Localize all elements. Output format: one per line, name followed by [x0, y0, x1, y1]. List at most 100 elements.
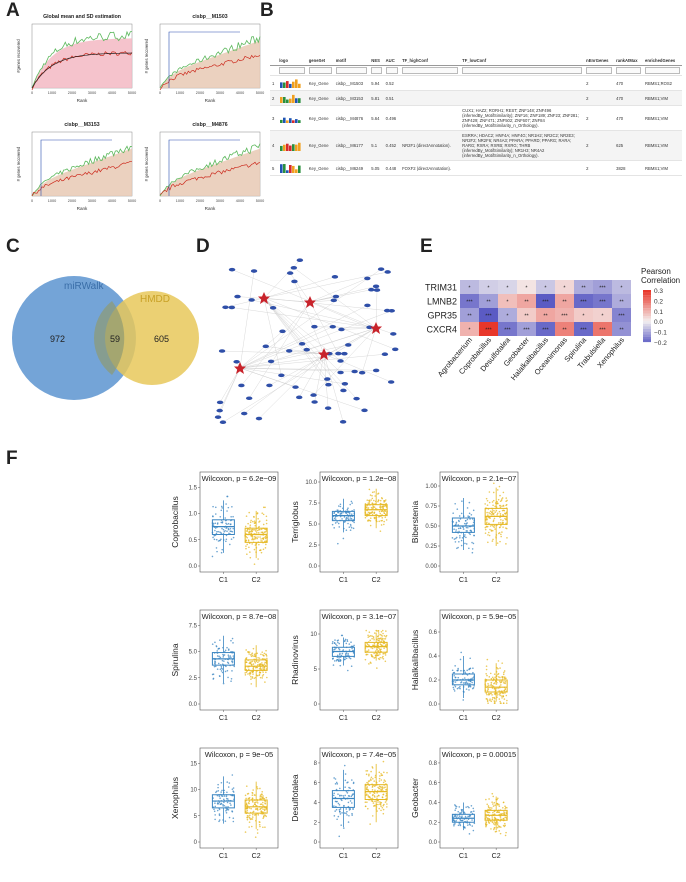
data-point: [365, 654, 368, 656]
data-point: [258, 660, 260, 662]
data-point: [380, 801, 383, 804]
data-point: [370, 506, 373, 509]
data-point: [487, 805, 490, 807]
col-motif[interactable]: motif: [333, 56, 370, 66]
filter-input-nes[interactable]: [371, 67, 382, 74]
data-point: [219, 797, 221, 800]
data-point: [380, 630, 383, 633]
data-point: [497, 498, 500, 501]
data-point: [254, 836, 257, 838]
data-point: [486, 518, 489, 521]
data-point: [347, 801, 350, 804]
plot-frame: [319, 609, 399, 711]
network-node-gene: [292, 385, 299, 389]
y-tick-label: 15: [190, 761, 197, 767]
table-row[interactable]: 2 Key_Gene cisbp__M3153 5.81 0.51 2 470 …: [270, 90, 682, 106]
wilcoxon-label: Wilcoxon, p = 8.7e−08: [202, 612, 277, 621]
col-logo[interactable]: logo: [277, 56, 307, 66]
table-row[interactable]: 4 Key_Gene cisbp__M6177 5.1 0.452 NR2F1 …: [270, 130, 682, 161]
data-point: [371, 497, 374, 500]
y-tick-label: 5: [314, 667, 318, 673]
table-row[interactable]: 5 Key_Gene cisbp__M6249 5.05 0.448 FOXF2…: [270, 160, 682, 176]
data-point: [458, 540, 460, 543]
data-point: [380, 524, 383, 526]
data-point: [378, 516, 380, 518]
data-point: [459, 535, 461, 537]
y-tick-label: 10: [310, 632, 317, 638]
data-point: [500, 524, 502, 527]
data-point: [217, 530, 220, 533]
filter-input-geneset[interactable]: [308, 67, 332, 74]
sd-area: [32, 148, 132, 196]
filter-input-motif[interactable]: [335, 67, 368, 74]
heatmap-star: ***: [542, 300, 549, 306]
col-tf-lowconf[interactable]: TF_lowConf: [460, 56, 585, 66]
filter-input-enriched[interactable]: [645, 67, 680, 74]
data-point: [493, 509, 495, 512]
y-axis-genus: Coprobacillus: [170, 496, 180, 548]
cell-auc: 0.452: [383, 130, 401, 161]
data-point: [214, 665, 217, 668]
data-point: [334, 783, 337, 785]
data-point: [370, 511, 373, 514]
rank-at-max-line: [168, 139, 240, 196]
network-edge: [239, 326, 333, 369]
data-point: [253, 563, 256, 565]
col-tf-highconf[interactable]: TF_highConf: [400, 56, 461, 66]
data-point: [494, 702, 496, 704]
network-edge: [231, 307, 377, 329]
col-auc[interactable]: AUC: [383, 56, 401, 66]
data-point: [221, 521, 224, 523]
data-point: [265, 671, 267, 674]
data-point: [502, 522, 504, 525]
data-point: [458, 806, 461, 808]
data-point: [466, 820, 469, 822]
heatmap-star: *: [506, 300, 509, 306]
data-point: [384, 801, 387, 803]
col-nenrgenes[interactable]: nEnrGenes: [584, 56, 615, 66]
data-point: [488, 491, 491, 493]
data-point: [498, 531, 501, 534]
data-point: [489, 698, 491, 700]
data-point: [485, 680, 487, 682]
data-point: [498, 690, 500, 692]
data-point: [381, 787, 384, 789]
network-edge: [231, 269, 377, 329]
filter-input-logo[interactable]: [279, 67, 305, 74]
filter-input-tf-low[interactable]: [462, 67, 583, 74]
data-point: [504, 692, 506, 694]
network-node-gene: [331, 275, 339, 279]
filter-input-rank[interactable]: [616, 67, 641, 74]
filter-input-nenr[interactable]: [586, 67, 613, 74]
data-point: [250, 664, 253, 666]
filter-input-auc[interactable]: [385, 67, 399, 74]
logo-letter: [289, 98, 292, 103]
data-point: [217, 662, 220, 665]
data-point: [382, 781, 385, 784]
data-point: [250, 825, 253, 828]
table-row[interactable]: 1 Key_Gene cisbp__M1503 5.94 0.52 2 470 …: [270, 75, 682, 91]
data-point: [258, 657, 261, 659]
data-point: [257, 558, 259, 560]
data-point: [485, 825, 487, 828]
col-nes[interactable]: NES: [369, 56, 384, 66]
data-point: [339, 794, 341, 797]
motif-enrichment-table: logo geneSet motif NES AUC TF_highConf T…: [270, 56, 682, 176]
col-geneset[interactable]: geneSet: [306, 56, 334, 66]
data-point: [464, 815, 467, 818]
data-point: [226, 646, 228, 649]
table-row[interactable]: 3 Key_Gene cisbp__M4876 5.64 0.496 CUX1;…: [270, 105, 682, 131]
data-point: [223, 795, 226, 797]
logo-letter: [289, 83, 292, 88]
heatmap-cell: [498, 308, 517, 322]
col-rankatmax[interactable]: rankAtMax: [614, 56, 643, 66]
data-point: [249, 521, 252, 524]
cell-auc: 0.51: [383, 90, 401, 106]
col-enrichedgenes[interactable]: enrichedGenes: [643, 56, 682, 66]
filter-input-tf-high[interactable]: [402, 67, 459, 74]
data-point: [493, 813, 496, 816]
sd-area: [160, 40, 260, 88]
data-point: [336, 783, 339, 785]
data-point: [381, 635, 384, 637]
